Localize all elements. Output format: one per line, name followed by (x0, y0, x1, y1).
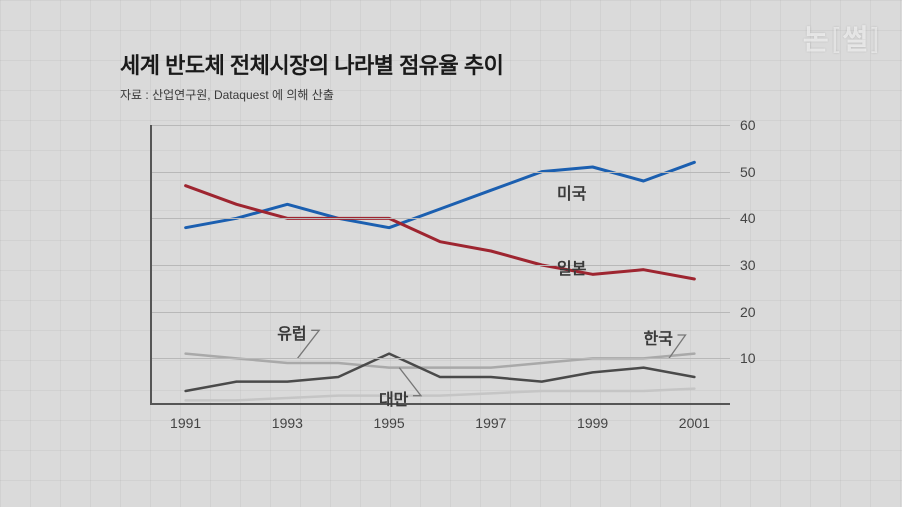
y-axis-label: 40 (740, 210, 770, 226)
x-axis-label: 1991 (170, 415, 201, 431)
watermark-bracket-open: [ (832, 22, 839, 54)
chart-container: 102030405060199119931995199719992001미국일본… (120, 125, 780, 435)
x-axis-label: 1999 (577, 415, 608, 431)
gridline (150, 172, 730, 173)
chart-title: 세계 반도체 전체시장의 나라별 점유율 추이 (120, 48, 503, 80)
series-line-한국 (186, 389, 695, 401)
y-axis-label: 50 (740, 164, 770, 180)
series-label-일본: 일본 (557, 255, 586, 279)
y-axis (150, 125, 152, 405)
series-label-유럽: 유럽 (277, 320, 306, 344)
x-axis-label: 1995 (374, 415, 405, 431)
y-axis-label: 10 (740, 350, 770, 366)
x-axis-label: 1997 (475, 415, 506, 431)
gridline (150, 358, 730, 359)
series-label-한국: 한국 (644, 325, 673, 349)
series-line-유럽 (186, 354, 695, 368)
x-axis-label: 1993 (272, 415, 303, 431)
series-label-미국: 미국 (557, 180, 586, 204)
y-axis-label: 60 (740, 117, 770, 133)
chart-subtitle: 자료 : 산업연구원, Dataquest 에 의해 산출 (120, 86, 503, 103)
y-axis-label: 20 (740, 304, 770, 320)
gridline (150, 265, 730, 266)
title-block: 세계 반도체 전체시장의 나라별 점유율 추이 자료 : 산업연구원, Data… (120, 48, 503, 103)
x-axis-label: 2001 (679, 415, 710, 431)
watermark-left: 논 (803, 18, 828, 58)
series-label-대만: 대만 (379, 386, 408, 410)
plot-area: 102030405060199119931995199719992001미국일본… (150, 125, 730, 405)
watermark-bracket-close: ] (871, 22, 878, 54)
y-axis-label: 30 (740, 257, 770, 273)
watermark-logo: 논 [ 썰 ] (803, 18, 878, 58)
gridline (150, 125, 730, 126)
gridline (150, 312, 730, 313)
watermark-right: 썰 (842, 18, 867, 58)
gridline (150, 218, 730, 219)
x-axis (150, 403, 730, 405)
